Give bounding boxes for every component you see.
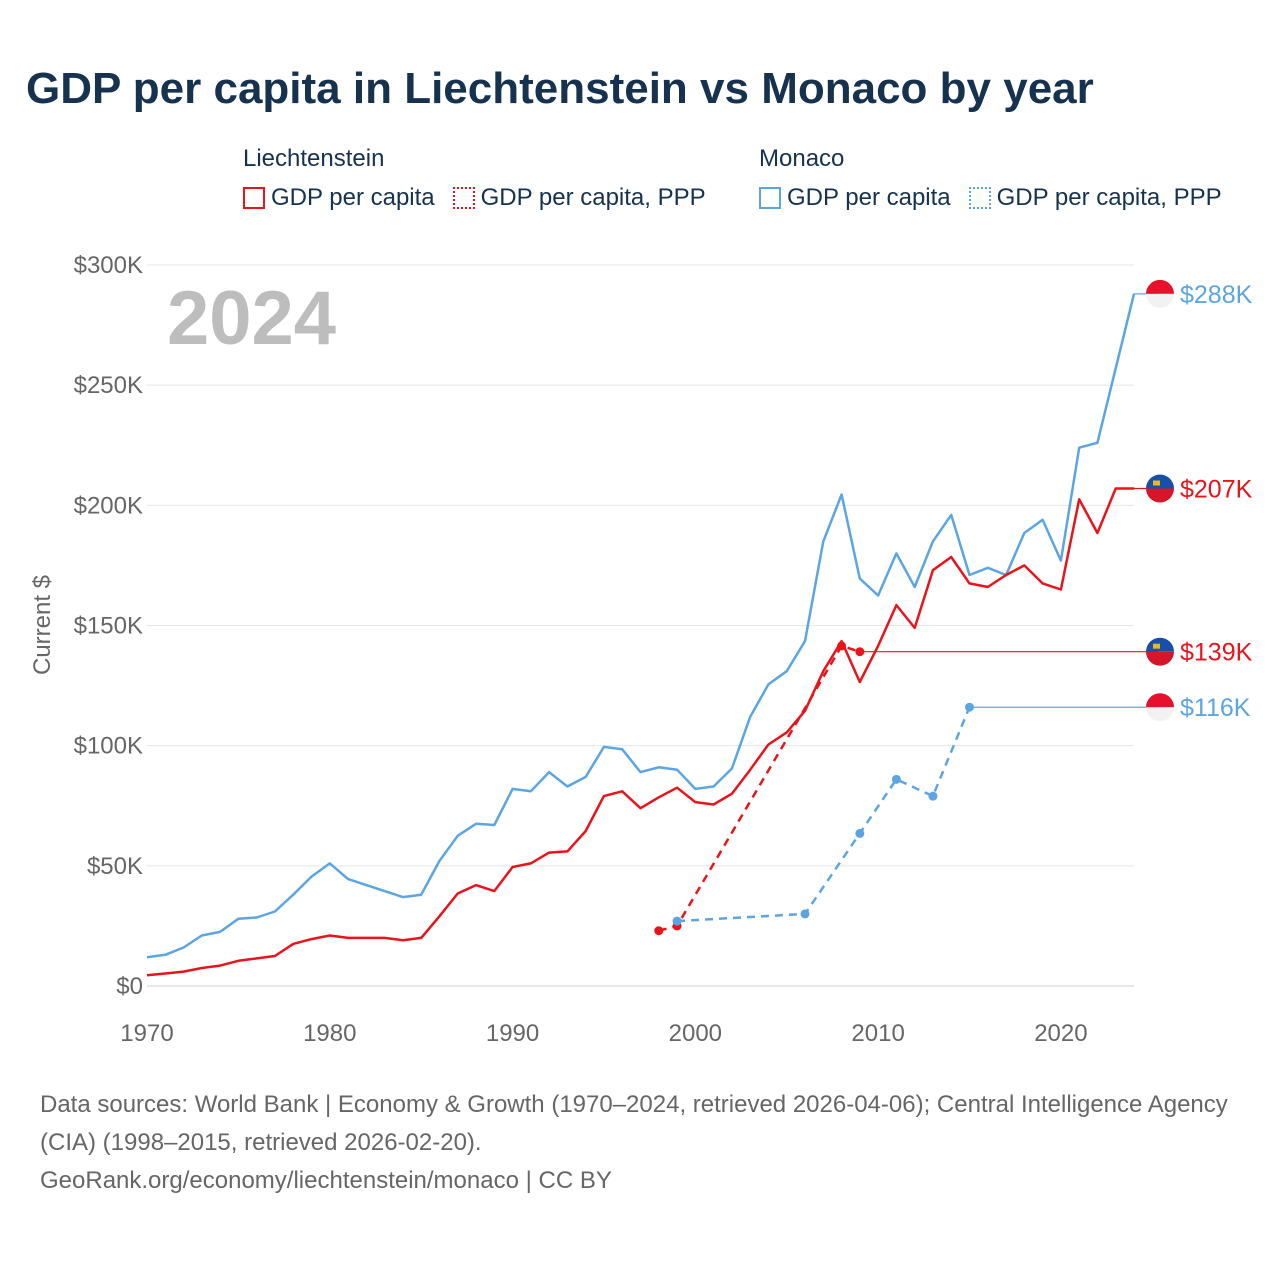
flag-crown bbox=[1153, 643, 1160, 649]
liechtenstein-flag-icon bbox=[1146, 637, 1174, 666]
legend-item-liechtenstein-gdp[interactable]: GDP per capita bbox=[243, 184, 435, 212]
legend-item-monaco-ppp[interactable]: GDP per capita, PPP bbox=[968, 184, 1222, 212]
legend-item-liechtenstein-ppp[interactable]: GDP per capita, PPP bbox=[452, 184, 706, 212]
legend-label: GDP per capita, PPP bbox=[996, 184, 1222, 211]
y-tick-label: $250K bbox=[74, 372, 143, 399]
end-value-label: $288K bbox=[1180, 281, 1253, 309]
x-tick-label: 2010 bbox=[851, 1020, 904, 1047]
flag-bottom-white bbox=[1146, 707, 1174, 722]
data-point bbox=[928, 791, 938, 801]
series-line-monaco_gdp bbox=[146, 293, 1136, 959]
x-tick-label: 1980 bbox=[303, 1020, 356, 1047]
chart-title: GDP per capita in Liechtenstein vs Monac… bbox=[26, 64, 1094, 113]
flag-bottom-red bbox=[1146, 488, 1174, 503]
flag-bottom-white bbox=[1146, 293, 1174, 308]
legend-monaco: Monaco GDP per capita GDP per capita, PP… bbox=[759, 144, 1240, 212]
flag-crown bbox=[1153, 480, 1160, 486]
line-chart: $0 $50K $100K $150K $200K $250K $300K 1970 1980 1… bbox=[29, 252, 1253, 1047]
footer: Data sources: World Bank | Economy & Gro… bbox=[40, 1086, 1240, 1200]
end-value-label: $116K bbox=[1180, 694, 1251, 722]
data-point bbox=[855, 647, 865, 657]
series-line-monaco_ppp bbox=[677, 706, 971, 923]
y-tick-label: $200K bbox=[74, 492, 143, 519]
legend-label: GDP per capita bbox=[271, 184, 435, 211]
series-line-liechtenstein_gdp bbox=[146, 487, 1134, 977]
y-axis-label: Current $ bbox=[29, 575, 56, 675]
legend-item-monaco-gdp[interactable]: GDP per capita bbox=[759, 184, 951, 212]
legend-country-monaco: Monaco bbox=[759, 145, 845, 172]
legend-label: GDP per capita bbox=[787, 184, 951, 211]
legend-liechtenstein: Liechtenstein GDP per capita GDP per cap… bbox=[243, 144, 724, 212]
series-line-liechtenstein_ppp bbox=[658, 644, 861, 932]
credit-link[interactable]: GeoRank.org/economy/liechtenstein/monaco… bbox=[40, 1167, 612, 1194]
x-tick-label: 2020 bbox=[1034, 1020, 1087, 1047]
flag-top-red bbox=[1146, 693, 1174, 708]
y-tick-label: $150K bbox=[74, 613, 143, 640]
data-sources: Data sources: World Bank | Economy & Gro… bbox=[40, 1091, 1228, 1156]
data-point bbox=[891, 774, 901, 784]
flag-top-red bbox=[1146, 279, 1174, 294]
year-watermark: 2024 bbox=[167, 276, 336, 361]
end-value-label: $139K bbox=[1180, 639, 1253, 667]
y-tick-label: $50K bbox=[87, 853, 143, 880]
data-point bbox=[837, 641, 847, 651]
data-point bbox=[855, 828, 865, 838]
end-value-label: $207K bbox=[1180, 476, 1253, 504]
legend-country-liechtenstein: Liechtenstein bbox=[243, 145, 385, 172]
y-tick-label: $0 bbox=[116, 973, 143, 1000]
legend-swatch-solid-red bbox=[243, 187, 265, 209]
data-point bbox=[965, 702, 974, 712]
data-point bbox=[654, 926, 664, 936]
x-tick-label: 1990 bbox=[486, 1020, 539, 1047]
data-point bbox=[672, 916, 682, 926]
legend-swatch-dotted-blue bbox=[968, 187, 991, 209]
legend-swatch-dotted-red bbox=[452, 187, 475, 209]
data-point bbox=[800, 909, 810, 919]
legend-label: GDP per capita, PPP bbox=[480, 184, 706, 211]
x-tick-label: 1970 bbox=[120, 1020, 173, 1047]
monaco-flag-icon bbox=[1146, 693, 1174, 722]
y-tick-label: $100K bbox=[74, 733, 143, 760]
monaco-flag-icon bbox=[1146, 279, 1174, 308]
legend-swatch-solid-blue bbox=[759, 187, 781, 209]
liechtenstein-flag-icon bbox=[1146, 474, 1174, 503]
x-tick-label: 2000 bbox=[669, 1020, 722, 1047]
y-tick-label: $300K bbox=[74, 252, 143, 279]
flag-bottom-red bbox=[1146, 651, 1174, 666]
